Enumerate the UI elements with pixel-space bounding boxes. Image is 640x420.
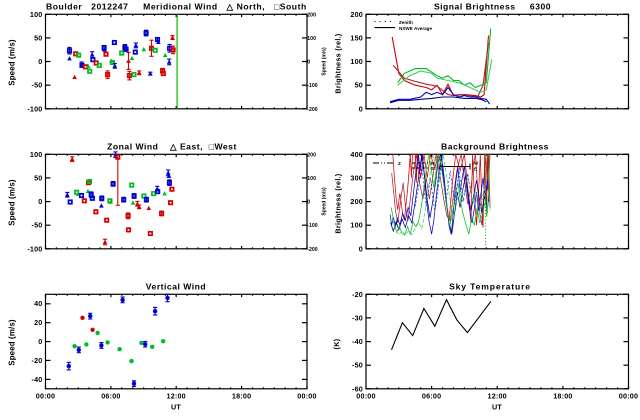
svg-text:0: 0 xyxy=(38,57,42,66)
svg-text:0: 0 xyxy=(38,197,42,206)
svg-text:-40: -40 xyxy=(32,375,43,384)
svg-text:150: 150 xyxy=(350,33,363,42)
svg-text:50: 50 xyxy=(34,173,42,182)
svg-text:200: 200 xyxy=(307,152,316,158)
svg-text:18:00: 18:00 xyxy=(553,391,572,400)
svg-text:-40: -40 xyxy=(352,337,363,346)
svg-text:-30: -30 xyxy=(352,313,363,322)
svg-text:Speed (m/s): Speed (m/s) xyxy=(322,187,328,216)
svg-text:00:00: 00:00 xyxy=(297,391,316,400)
svg-text:Signal Brightness 6300: Signal Brightness 6300 xyxy=(434,2,551,12)
svg-text:50: 50 xyxy=(34,33,42,42)
svg-text:Z: Z xyxy=(398,161,401,166)
svg-text:100: 100 xyxy=(307,36,316,42)
svg-text:40: 40 xyxy=(34,299,42,308)
svg-text:S: S xyxy=(431,166,434,171)
svg-text:Background Brightness: Background Brightness xyxy=(441,142,549,152)
svg-text:Speed (m/s): Speed (m/s) xyxy=(8,319,17,366)
svg-text:300: 300 xyxy=(350,173,363,182)
svg-text:50: 50 xyxy=(355,81,363,90)
svg-text:NSWE Average: NSWE Average xyxy=(399,26,432,31)
svg-text:Vertical Wind: Vertical Wind xyxy=(146,282,206,292)
svg-text:Speed (m/s): Speed (m/s) xyxy=(8,179,17,226)
svg-text:200: 200 xyxy=(350,10,363,19)
svg-text:00:00: 00:00 xyxy=(356,391,375,400)
svg-text:06:00: 06:00 xyxy=(101,391,120,400)
svg-text:06:00: 06:00 xyxy=(422,391,441,400)
svg-text:18:00: 18:00 xyxy=(232,391,251,400)
svg-text:Zonal Wind △ East, □West: Zonal Wind △ East, □West xyxy=(107,142,237,152)
svg-text:-50: -50 xyxy=(32,221,43,230)
svg-text:UT: UT xyxy=(171,403,181,412)
svg-text:100: 100 xyxy=(350,57,363,66)
svg-text:0: 0 xyxy=(359,244,363,253)
svg-text:100: 100 xyxy=(307,176,316,182)
svg-text:-200: -200 xyxy=(307,247,317,253)
svg-text:-20: -20 xyxy=(352,290,363,299)
svg-text:-60: -60 xyxy=(352,384,363,393)
svg-text:Sky Temperature: Sky Temperature xyxy=(449,282,531,292)
svg-text:-20: -20 xyxy=(32,356,43,365)
svg-text:(K): (K) xyxy=(332,338,341,349)
svg-text:E: E xyxy=(474,167,477,172)
svg-text:00:00: 00:00 xyxy=(36,391,55,400)
svg-text:200: 200 xyxy=(307,12,316,18)
svg-text:00:00: 00:00 xyxy=(619,391,638,400)
svg-text:UT: UT xyxy=(492,403,502,412)
svg-text:100: 100 xyxy=(30,10,43,19)
svg-text:-100: -100 xyxy=(27,104,42,113)
svg-text:-100: -100 xyxy=(307,83,317,89)
svg-text:-100: -100 xyxy=(307,223,317,229)
svg-text:Zenith: Zenith xyxy=(399,20,413,25)
svg-text:100: 100 xyxy=(30,150,43,159)
svg-text:0: 0 xyxy=(307,60,310,66)
svg-text:100: 100 xyxy=(350,221,363,230)
svg-text:0: 0 xyxy=(359,104,363,113)
svg-text:12:00: 12:00 xyxy=(488,391,507,400)
svg-text:-200: -200 xyxy=(307,107,317,113)
svg-text:Speed (m/s): Speed (m/s) xyxy=(8,39,17,86)
svg-text:Speed (m/s): Speed (m/s) xyxy=(322,47,328,76)
svg-text:Brightness (rel.): Brightness (rel.) xyxy=(334,33,343,94)
svg-text:0: 0 xyxy=(38,337,42,346)
svg-text:W: W xyxy=(474,161,479,166)
svg-text:-50: -50 xyxy=(352,361,363,370)
svg-text:20: 20 xyxy=(34,318,42,327)
svg-text:0: 0 xyxy=(307,200,310,206)
svg-text:200: 200 xyxy=(350,197,363,206)
svg-text:Brightness (rel.): Brightness (rel.) xyxy=(334,173,343,234)
svg-text:400: 400 xyxy=(350,150,363,159)
svg-text:-50: -50 xyxy=(32,81,43,90)
svg-text:Boulder 2012247 Meridion: Boulder 2012247 Meridional Wind △ North,… xyxy=(46,2,307,12)
svg-text:12:00: 12:00 xyxy=(167,391,186,400)
svg-text:N: N xyxy=(431,161,435,166)
svg-text:-100: -100 xyxy=(27,244,42,253)
